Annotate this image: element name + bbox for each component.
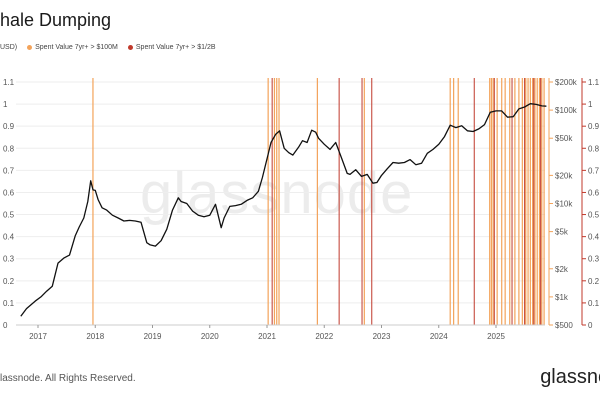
- chart-title: hale Dumping: [0, 10, 112, 30]
- legend-item-orange: Spent Value 7yr+ > $100M: [27, 44, 118, 51]
- price-tick-label-7: $100k: [555, 106, 578, 115]
- legend: USD) Spent Value 7yr+ > $100M Spent Valu…: [0, 44, 216, 51]
- left-tick-label-8: 0.8: [3, 144, 15, 153]
- right-tick-label-6: 0.6: [588, 188, 600, 197]
- right-tick-label-9: 0.9: [588, 122, 600, 131]
- x-tick-label-1: 2018: [86, 332, 104, 341]
- right-tick-label-3: 0.3: [588, 255, 600, 264]
- legend-red-label: Spent Value 7yr+ > $1/2B: [135, 44, 216, 51]
- x-tick-label-8: 2025: [487, 332, 505, 341]
- right-tick-label-0: 0: [588, 321, 593, 330]
- right-tick-label-7: 0.7: [588, 166, 600, 175]
- right-tick-label-8: 0.8: [588, 144, 600, 153]
- left-tick-label-1: 0.1: [3, 299, 15, 308]
- x-tick-label-3: 2020: [201, 332, 219, 341]
- left-tick-label-10: 1: [3, 100, 8, 109]
- price-series-line: [20, 103, 547, 317]
- right-tick-label-2: 0.2: [588, 277, 600, 286]
- left-tick-label-9: 0.9: [3, 122, 15, 131]
- price-tick-label-3: $5k: [555, 228, 569, 237]
- right-tick-label-1: 0.1: [588, 299, 600, 308]
- left-tick-label-5: 0.5: [3, 211, 15, 220]
- right-tick-label-5: 0.5: [588, 211, 600, 220]
- left-tick-label-6: 0.6: [3, 188, 15, 197]
- left-tick-label-11: 1.1: [3, 78, 15, 87]
- price-tick-label-8: $200k: [555, 78, 578, 87]
- red-dot-icon: [127, 45, 133, 50]
- right-tick-label-10: 1: [588, 100, 593, 109]
- legend-price-label: USD): [0, 44, 18, 51]
- x-tick-label-2: 2019: [144, 332, 162, 341]
- left-tick-label-0: 0: [3, 321, 8, 330]
- left-tick-label-3: 0.3: [3, 255, 15, 264]
- legend-item-price: USD): [0, 44, 17, 51]
- left-tick-label-4: 0.4: [3, 233, 15, 242]
- x-tick-label-5: 2022: [315, 332, 333, 341]
- x-tick-label-0: 2017: [29, 332, 47, 341]
- price-tick-label-1: $1k: [555, 293, 569, 302]
- x-tick-label-7: 2024: [430, 332, 448, 341]
- orange-dot-icon: [27, 45, 33, 50]
- price-tick-label-4: $10k: [555, 200, 573, 209]
- price-tick-label-6: $50k: [555, 134, 573, 143]
- legend-item-red: Spent Value 7yr+ > $1/2B: [127, 44, 216, 51]
- x-tick-label-4: 2021: [258, 332, 276, 341]
- brand-logo: glassnc: [540, 366, 600, 388]
- price-tick-label-0: $500: [555, 321, 573, 330]
- price-tick-label-2: $2k: [555, 265, 569, 274]
- right-tick-label-11: 1.1: [588, 78, 600, 87]
- price-tick-label-5: $20k: [555, 171, 573, 180]
- left-tick-label-7: 0.7: [3, 166, 15, 175]
- x-tick-label-6: 2023: [373, 332, 391, 341]
- footer-copyright: lassnode. All Rights Reserved.: [0, 373, 136, 384]
- right-tick-label-4: 0.4: [588, 233, 600, 242]
- legend-orange-label: Spent Value 7yr+ > $100M: [35, 44, 118, 51]
- left-tick-label-2: 0.2: [3, 277, 15, 286]
